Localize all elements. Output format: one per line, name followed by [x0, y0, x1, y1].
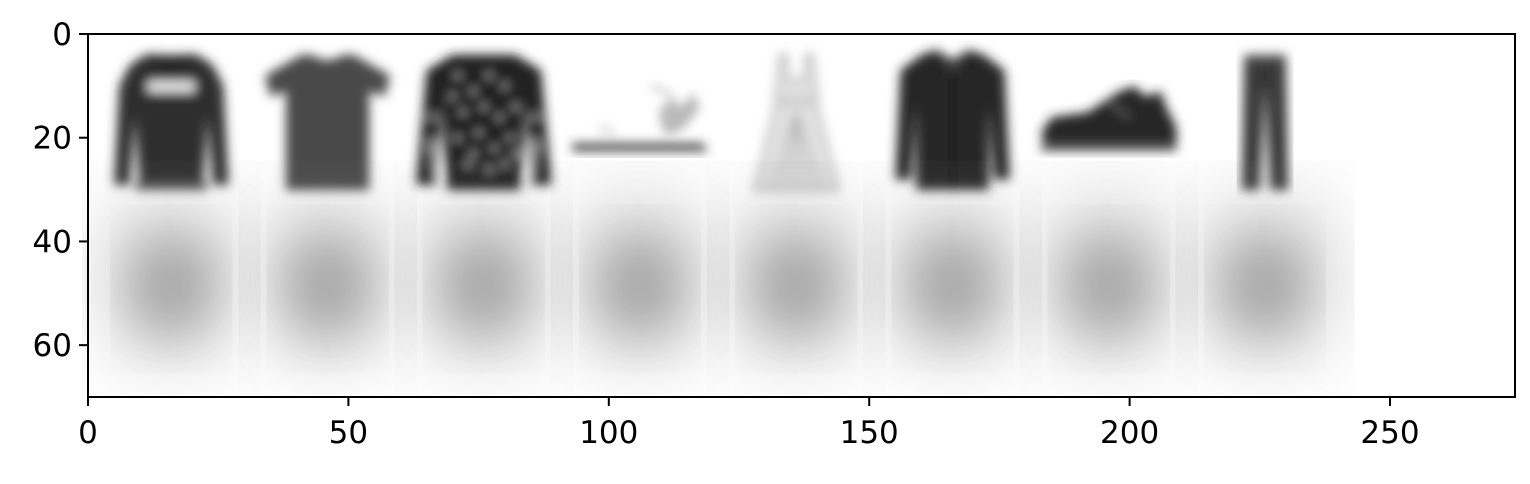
reconstruction-cell-5-blurry-average-garment: [746, 212, 846, 344]
input-cell-7-sneaker: [1041, 86, 1177, 152]
input-cell-2-t-shirt: [265, 54, 391, 191]
reconstruction-cell-6-blurry-average-garment: [903, 212, 1003, 344]
y-tick-label: 0: [52, 17, 72, 53]
y-tick-label: 20: [33, 121, 72, 157]
reconstruction-cell-2-blurry-average-garment: [278, 212, 378, 344]
input-cell-6-shirt: [895, 48, 1010, 191]
reconstruction-cell-8-blurry-average-garment: [1215, 212, 1315, 344]
x-tick-label: 150: [840, 415, 899, 451]
reconstruction-cell-4-blurry-average-garment: [590, 212, 690, 344]
x-tick-label: 50: [329, 415, 368, 451]
x-tick-label: 200: [1100, 415, 1159, 451]
reconstruction-cell-3-blurry-average-garment: [434, 212, 534, 344]
y-tick-label: 40: [33, 224, 72, 260]
axes-frame: [87, 33, 1516, 398]
input-cell-4-sandal: [572, 85, 708, 152]
input-cell-5-dress: [753, 53, 840, 192]
input-cell-1-hoodie: [114, 53, 229, 191]
x-tick-label: 0: [78, 415, 98, 451]
x-tick-label: 100: [579, 415, 638, 451]
reconstruction-cell-7-blurry-average-garment: [1059, 212, 1159, 344]
input-cell-3-patterned-pullover: [416, 54, 552, 191]
input-cell-8-trouser: [1241, 54, 1289, 191]
reconstruction-cell-1-blurry-average-garment: [121, 212, 221, 344]
plot-area: [88, 34, 1515, 397]
x-tick-label: 250: [1360, 415, 1419, 451]
axes: 0 50 100 150 200 250 0 20 40 60: [33, 17, 1516, 451]
y-tick-label: 60: [33, 328, 72, 364]
